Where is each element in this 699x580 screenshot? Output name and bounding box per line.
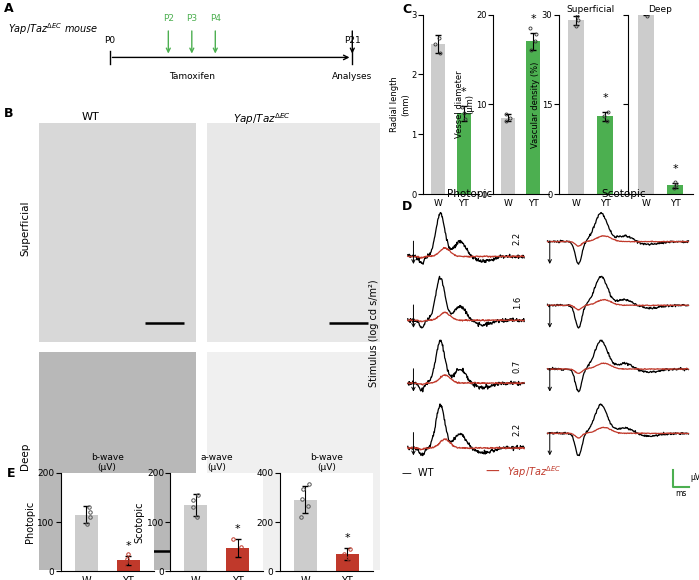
Text: B: B — [4, 107, 13, 120]
Text: Tamoxifen: Tamoxifen — [168, 72, 215, 81]
Text: P3: P3 — [186, 14, 197, 23]
Text: $Yap/Taz^{\Delta EC}$: $Yap/Taz^{\Delta EC}$ — [507, 464, 561, 480]
Text: P0: P0 — [104, 36, 115, 45]
Bar — [336, 554, 359, 571]
Bar — [501, 118, 515, 194]
Title: b-wave
(μV): b-wave (μV) — [310, 452, 343, 472]
Text: *: * — [345, 533, 350, 543]
Text: D: D — [402, 200, 412, 213]
Text: Analyses: Analyses — [332, 72, 373, 81]
Bar — [667, 185, 683, 194]
Text: 1.6: 1.6 — [513, 296, 522, 309]
Text: Superficial: Superficial — [20, 200, 31, 256]
Text: P4: P4 — [210, 14, 221, 23]
Y-axis label: Vascular density (%): Vascular density (%) — [531, 61, 540, 147]
Bar — [568, 20, 584, 194]
Bar — [597, 117, 613, 194]
Text: µV: µV — [691, 473, 699, 482]
Bar — [456, 114, 470, 194]
Text: P21: P21 — [344, 36, 361, 45]
Bar — [39, 351, 196, 571]
Text: P2: P2 — [163, 14, 174, 23]
Bar — [75, 514, 98, 571]
Text: C: C — [402, 3, 411, 16]
Title: Deep: Deep — [649, 5, 672, 14]
Bar — [39, 124, 196, 342]
Text: 2.2: 2.2 — [513, 423, 522, 436]
Text: E: E — [7, 467, 15, 480]
Text: *: * — [461, 87, 466, 97]
Bar — [431, 45, 445, 194]
Y-axis label: Vessel diameter
(μm): Vessel diameter (μm) — [455, 71, 475, 138]
Text: WT: WT — [81, 111, 99, 122]
Bar — [638, 12, 654, 194]
Text: ms: ms — [675, 489, 686, 498]
Text: *: * — [125, 541, 131, 550]
Title: Superficial: Superficial — [566, 5, 615, 14]
Bar — [294, 500, 317, 571]
Bar — [184, 505, 207, 571]
Text: 0.7: 0.7 — [513, 360, 522, 372]
Text: A: A — [4, 2, 13, 15]
Y-axis label: Radial length
(mm): Radial length (mm) — [391, 77, 410, 132]
Y-axis label: Photopic: Photopic — [24, 501, 34, 543]
Text: Photopic: Photopic — [447, 189, 492, 199]
Text: —: — — [486, 465, 500, 478]
Title: b-wave
(μV): b-wave (μV) — [91, 452, 124, 472]
Text: $Yap/Taz^{\Delta EC}$ mouse: $Yap/Taz^{\Delta EC}$ mouse — [8, 21, 98, 37]
Text: 2.2: 2.2 — [513, 232, 522, 245]
Bar — [526, 42, 540, 194]
Text: *: * — [531, 14, 536, 24]
Bar — [208, 351, 380, 571]
Bar — [226, 548, 250, 571]
Text: *: * — [603, 93, 608, 103]
Text: Scotopic: Scotopic — [601, 189, 646, 199]
Y-axis label: Scotopic: Scotopic — [134, 501, 144, 543]
Text: *: * — [235, 524, 240, 534]
Text: *: * — [672, 164, 678, 174]
Title: a-wave
(μV): a-wave (μV) — [201, 452, 233, 472]
Text: Deep: Deep — [20, 443, 31, 470]
Text: —  WT: — WT — [402, 467, 433, 477]
Bar — [208, 124, 380, 342]
Text: $Yap/Taz^{\Delta EC}$: $Yap/Taz^{\Delta EC}$ — [233, 111, 291, 128]
Text: Stimulus (log cd s/m²): Stimulus (log cd s/m²) — [369, 280, 379, 387]
Bar — [117, 560, 140, 571]
